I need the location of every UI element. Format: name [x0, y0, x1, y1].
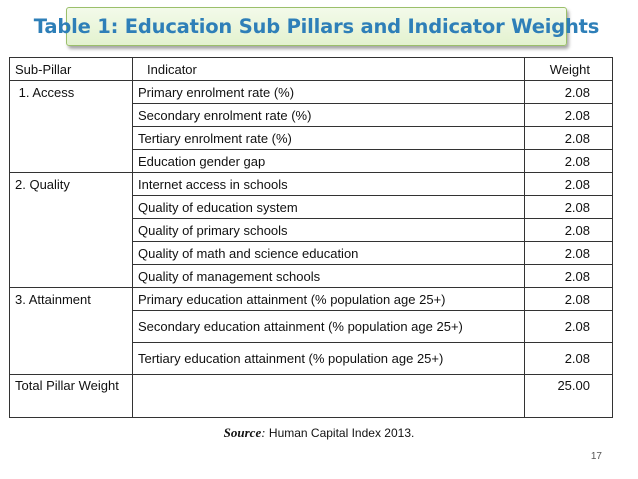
sub-pillar-cell — [9, 241, 133, 265]
slide-title: Table 1: Education Sub Pillars and Indic… — [33, 15, 600, 38]
title-box: Table 1: Education Sub Pillars and Indic… — [34, 7, 599, 46]
weight-cell: 2.08 — [524, 218, 613, 242]
source-text: Human Capital Index 2013. — [265, 426, 415, 440]
total-label-cell: Total Pillar Weight — [9, 374, 133, 418]
indicator-cell: Quality of math and science education — [132, 241, 525, 265]
table-row: Quality of math and science education 2.… — [9, 241, 613, 265]
sub-pillar-cell — [9, 310, 133, 343]
indicator-cell: Tertiary education attainment (% populat… — [132, 342, 525, 375]
indicator-cell: Secondary education attainment (% popula… — [132, 310, 525, 343]
weight-cell: 2.08 — [524, 126, 613, 150]
table-row: 3. Attainment Primary education attainme… — [9, 287, 613, 311]
header-indicator: Indicator — [132, 57, 525, 81]
page-number: 17 — [590, 451, 602, 462]
sub-pillar-cell — [9, 342, 133, 375]
weight-cell: 2.08 — [524, 195, 613, 219]
indicator-cell: Primary enrolment rate (%) — [132, 80, 525, 104]
weight-cell: 2.08 — [524, 241, 613, 265]
weight-cell: 2.08 — [524, 310, 613, 343]
table-row: Education gender gap 2.08 — [9, 149, 613, 173]
total-indicator-cell — [132, 374, 525, 418]
weight-cell: 2.08 — [524, 287, 613, 311]
indicator-cell: Primary education attainment (% populati… — [132, 287, 525, 311]
weight-cell: 2.08 — [524, 103, 613, 127]
weight-cell: 2.08 — [524, 149, 613, 173]
header-sub-pillar: Sub-Pillar — [9, 57, 133, 81]
sub-pillar-cell — [9, 264, 133, 288]
sub-pillar-cell: 3. Attainment — [9, 287, 133, 311]
table-row: Quality of education system 2.08 — [9, 195, 613, 219]
source-separator: : — [261, 425, 266, 440]
indicator-weights-table: Sub-Pillar Indicator Weight 1. Access Pr… — [9, 57, 613, 418]
sub-pillar-cell — [9, 195, 133, 219]
table-row: Quality of management schools 2.08 — [9, 264, 613, 288]
indicator-cell: Quality of education system — [132, 195, 525, 219]
sub-pillar-cell — [9, 149, 133, 173]
source-label: Source — [223, 425, 262, 440]
indicator-cell: Secondary enrolment rate (%) — [132, 103, 525, 127]
indicator-cell: Internet access in schools — [132, 172, 525, 196]
indicator-cell: Education gender gap — [132, 149, 525, 173]
table-row: Tertiary education attainment (% populat… — [9, 342, 613, 375]
table-header-row: Sub-Pillar Indicator Weight — [9, 57, 613, 81]
header-weight: Weight — [524, 57, 613, 81]
total-weight-cell: 25.00 — [524, 374, 613, 418]
sub-pillar-cell — [9, 126, 133, 150]
table-row: Secondary enrolment rate (%) 2.08 — [9, 103, 613, 127]
table-row: Secondary education attainment (% popula… — [9, 310, 613, 343]
indicator-cell: Quality of management schools — [132, 264, 525, 288]
sub-pillar-cell: 1. Access — [9, 80, 133, 104]
indicator-cell: Tertiary enrolment rate (%) — [132, 126, 525, 150]
sub-pillar-cell — [9, 218, 133, 242]
weight-cell: 2.08 — [524, 172, 613, 196]
table-row: 2. Quality Internet access in schools 2.… — [9, 172, 613, 196]
sub-pillar-cell — [9, 103, 133, 127]
weight-cell: 2.08 — [524, 264, 613, 288]
table-row: Quality of primary schools 2.08 — [9, 218, 613, 242]
total-row: Total Pillar Weight 25.00 — [9, 374, 613, 418]
source-note: Source: Human Capital Index 2013. — [0, 425, 638, 441]
weight-cell: 2.08 — [524, 80, 613, 104]
table-row: Tertiary enrolment rate (%) 2.08 — [9, 126, 613, 150]
indicator-cell: Quality of primary schools — [132, 218, 525, 242]
sub-pillar-cell: 2. Quality — [9, 172, 133, 196]
table-row: 1. Access Primary enrolment rate (%) 2.0… — [9, 80, 613, 104]
weight-cell: 2.08 — [524, 342, 613, 375]
